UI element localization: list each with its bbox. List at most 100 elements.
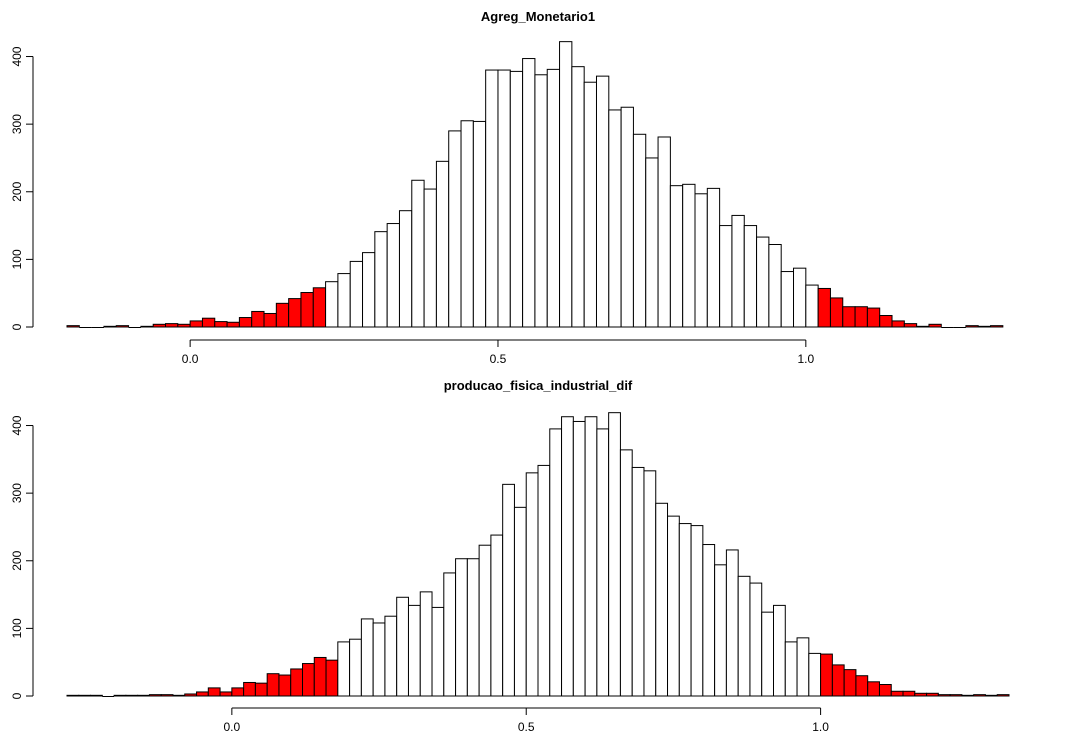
histogram-bar: [534, 74, 548, 328]
histogram-bar: [737, 575, 751, 697]
histogram-bar-tail: [201, 317, 216, 328]
histogram-bar: [411, 179, 425, 328]
histogram-bar-tail: [829, 297, 844, 328]
y-tick-label: 100: [10, 618, 24, 638]
y-tick-label: 100: [10, 249, 24, 269]
histogram-bar-tail: [113, 694, 127, 697]
histogram-bar: [714, 564, 727, 697]
histogram-bar-tail: [878, 684, 892, 697]
histogram-bar-tail: [263, 312, 277, 328]
histogram-bar-tail: [214, 321, 228, 328]
histogram-bar: [360, 618, 374, 697]
histogram-panel-agreg-monetario1: Agreg_Monetario1 0.0 0.5 1.0 0 100 200 300 400: [10, 9, 1004, 366]
histogram-bar: [657, 136, 671, 328]
histogram-bar-tail: [196, 691, 209, 697]
histogram-bar: [572, 420, 586, 697]
histogram-bar-tail: [254, 682, 268, 697]
histogram-bar-tail: [152, 323, 167, 328]
histogram-bar-tail: [177, 323, 191, 328]
histogram-bar-tail: [302, 663, 315, 697]
histogram-bar-tail: [243, 681, 256, 697]
histogram-bar-tail: [288, 298, 302, 328]
histogram-bar-tail: [140, 325, 154, 328]
x-axis: 0.0 0.5 1.0: [224, 707, 829, 734]
histogram-bar: [761, 611, 774, 697]
histogram-bar: [525, 472, 539, 697]
histogram-bar: [584, 416, 598, 697]
histogram-bar-tail: [928, 323, 942, 328]
histogram-bar: [619, 449, 633, 697]
histogram-bar-tail: [172, 694, 186, 697]
histogram-bar-tail: [66, 694, 80, 697]
histogram-bar: [455, 558, 468, 697]
histogram-bar: [431, 606, 445, 697]
histogram-bar-tail: [996, 694, 1010, 697]
histogram-bar-tail: [817, 287, 831, 328]
y-tick-label: 300: [10, 114, 24, 134]
histogram-bar-tail: [820, 653, 833, 697]
histogram-bar: [655, 502, 669, 697]
histogram-bar: [645, 157, 659, 328]
histogram-bar-tail: [231, 687, 245, 697]
histogram-bar-tail: [238, 317, 253, 328]
histogram-bar-tail: [266, 673, 280, 697]
histogram-bar: [631, 466, 645, 697]
histogram-bar: [559, 41, 573, 328]
histogram-bar: [731, 214, 745, 328]
histogram-bar: [756, 236, 770, 328]
x-tick-label: 0.0: [224, 720, 241, 734]
y-tick-label: 200: [10, 181, 24, 201]
histogram-bar-tail: [842, 306, 856, 328]
histogram-bar-tail: [984, 694, 998, 697]
histogram-bar-tail: [226, 321, 240, 328]
histogram-bar-tail: [949, 694, 963, 697]
histogram-bar: [805, 284, 819, 328]
histogram-bar: [583, 81, 597, 328]
histogram-bar: [537, 464, 551, 697]
histogram-bar: [349, 638, 362, 697]
histogram-bar-tail: [115, 325, 130, 328]
histogram-bar: [513, 506, 527, 697]
histogram-bar: [632, 133, 647, 328]
histogram-bar: [793, 267, 807, 328]
histogram-bar: [398, 210, 413, 328]
histogram-bar: [502, 483, 515, 697]
histogram-bar: [384, 615, 398, 697]
histogram-bar: [522, 58, 536, 328]
histogram-bar: [596, 428, 610, 697]
y-tick-label: 0: [10, 692, 24, 699]
histogram-bar-tail: [184, 693, 198, 697]
histogram-bar-tail: [312, 287, 327, 328]
histogram-bar-tail: [90, 694, 103, 697]
histogram-bar-tail: [961, 694, 975, 697]
histogram-bar: [808, 652, 822, 697]
histogram-bar: [561, 416, 574, 697]
histogram-bar: [325, 281, 339, 328]
x-tick-label: 1.0: [797, 352, 814, 366]
histogram-bar: [443, 572, 457, 697]
histogram-bar-tail: [165, 323, 179, 328]
histogram-panel-producao-fisica-industrial-dif: producao_fisica_industrial_dif 0.0 0.5 1.0…: [10, 378, 1010, 734]
histogram-bar-tail: [137, 694, 150, 697]
histogram-bar: [743, 225, 758, 328]
chart-title: Agreg_Monetario1: [481, 9, 595, 24]
histogram-bar: [682, 183, 696, 328]
histogram-bar-tail: [973, 694, 986, 697]
histogram-bar: [448, 130, 462, 328]
x-tick-label: 0.5: [490, 352, 507, 366]
histogram-bar: [435, 160, 450, 328]
histogram-bar: [549, 428, 563, 697]
histogram-bar: [796, 637, 810, 697]
histogram-bar-tail: [902, 690, 916, 697]
histogram-bar: [485, 69, 499, 328]
histogram-bar: [608, 412, 621, 697]
y-tick-label: 300: [10, 483, 24, 503]
histogram-bar: [337, 273, 351, 328]
histogram-bar-tail: [990, 325, 1004, 328]
histogram-bar-tail: [854, 306, 868, 328]
chart-title: producao_fisica_industrial_dif: [444, 378, 633, 393]
histogram-bar-tail: [300, 292, 314, 328]
histogram-bar-tail: [66, 325, 80, 328]
histogram-bar-tail: [926, 692, 939, 697]
